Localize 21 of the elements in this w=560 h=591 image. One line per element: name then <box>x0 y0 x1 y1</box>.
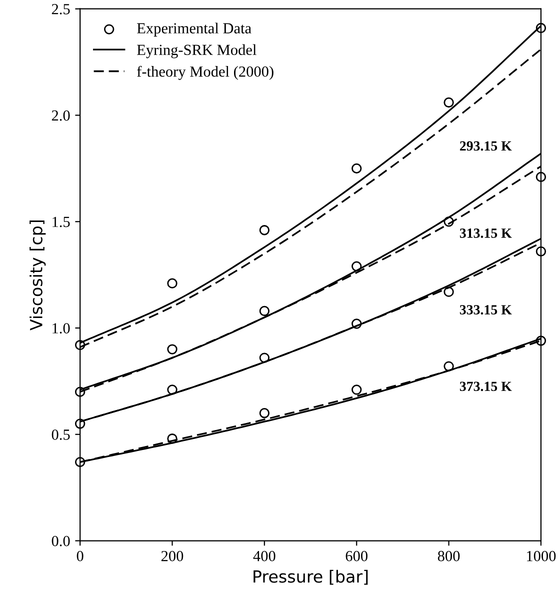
x-tick-label: 400 <box>253 550 276 562</box>
y-axis-title: Viscosity [cp] <box>30 220 46 330</box>
y-tick-label: 2.5 <box>52 4 70 14</box>
x-tick-label: 800 <box>438 550 460 562</box>
y-tick-label: 2.0 <box>52 110 70 121</box>
legend-label: Experimental Data <box>137 22 252 37</box>
y-tick-label: 0.0 <box>52 536 70 546</box>
x-axis-title: Pressure [bar] <box>254 570 368 585</box>
annotation: 333.15 K <box>460 305 512 315</box>
x-tick-label: 200 <box>161 550 184 562</box>
annotation: 373.15 K <box>460 382 512 392</box>
legend-label: Eyring-SRK Model <box>137 44 256 58</box>
y-tick-label: 1.0 <box>52 323 70 334</box>
y-tick-label: 0.5 <box>52 430 70 440</box>
x-tick-label: 600 <box>346 550 368 562</box>
y-tick-label: 1.5 <box>52 216 70 228</box>
legend-label: f-theory Model (2000) <box>137 66 274 80</box>
annotation: 313.15 K <box>460 228 512 238</box>
annotation: 293.15 K <box>460 141 512 151</box>
x-tick-label: 0 <box>76 550 84 562</box>
x-tick-label: 1000 <box>527 550 556 562</box>
